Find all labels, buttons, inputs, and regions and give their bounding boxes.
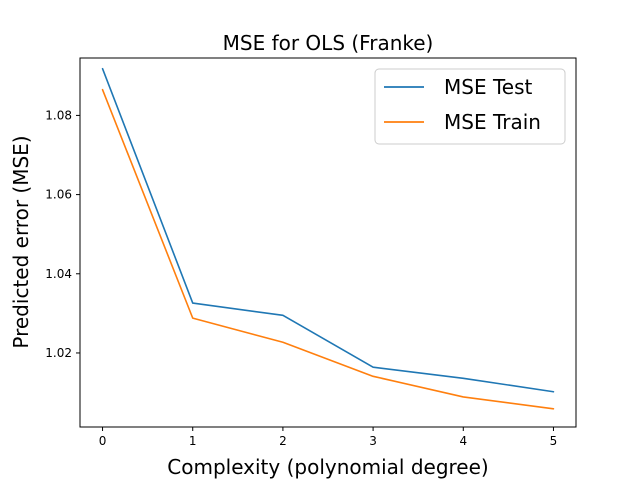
- x-axis-label: Complexity (polynomial degree): [167, 455, 488, 479]
- series-line-mse-train: [101, 88, 555, 410]
- x-tick-label: 4: [459, 434, 467, 448]
- y-ticks: 1.02 1.04 1.06 1.08: [45, 108, 80, 360]
- y-axis-label: Predicted error (MSE): [9, 135, 33, 348]
- legend: MSE Test MSE Train: [374, 68, 566, 145]
- x-tick-label: 1: [189, 434, 197, 448]
- chart-title: MSE for OLS (Franke): [223, 31, 434, 55]
- legend-label-mse-train: MSE Train: [444, 110, 541, 134]
- legend-entries: MSE Test MSE Train: [384, 75, 541, 134]
- x-ticks: 0 1 2 3 4 5: [99, 427, 558, 448]
- y-tick-label: 1.06: [45, 188, 72, 202]
- y-tick-label: 1.02: [45, 346, 72, 360]
- y-tick-label: 1.08: [45, 108, 72, 122]
- plot-frame: [79, 57, 577, 428]
- series-line-mse-test: [101, 67, 555, 393]
- x-tick-label: 0: [99, 434, 107, 448]
- x-tick-label: 2: [279, 434, 287, 448]
- y-tick-label: 1.04: [45, 267, 72, 281]
- x-tick-label: 3: [369, 434, 377, 448]
- legend-label-mse-test: MSE Test: [444, 75, 532, 99]
- series-layer: [101, 67, 555, 410]
- x-tick-label: 5: [550, 434, 558, 448]
